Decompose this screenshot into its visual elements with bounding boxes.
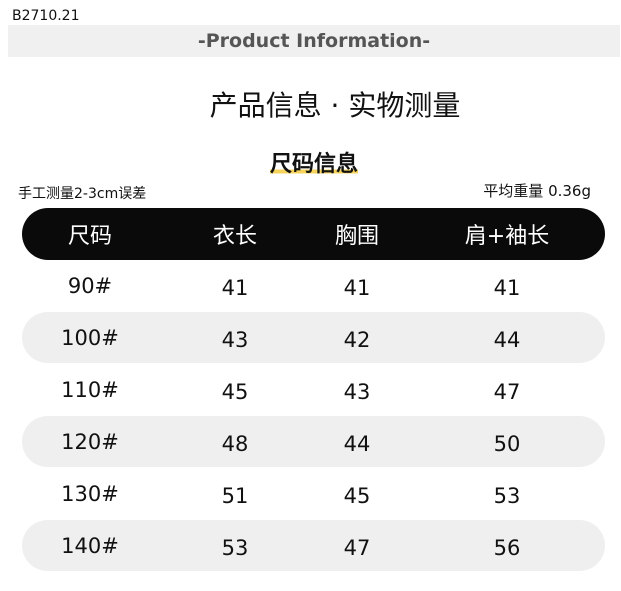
header-length: 衣长 <box>212 224 257 249</box>
cell-size: 90# <box>67 273 113 298</box>
cell-size: 130# <box>61 481 119 506</box>
cell-size: 140# <box>61 533 119 558</box>
header-chest: 胸围 <box>334 224 379 249</box>
cell-length: 45 <box>221 379 249 404</box>
average-weight-note: 平均重量 0.36g <box>483 182 591 200</box>
cell-length: 53 <box>221 535 249 560</box>
table-row: 90# 41 41 41 <box>22 260 605 311</box>
cell-shoulder-sleeve: 56 <box>493 535 521 560</box>
subtitle: 尺码信息 <box>0 146 621 178</box>
page-title: 产品信息 · 实物测量 <box>209 89 461 122</box>
cell-chest: 43 <box>343 379 371 404</box>
cell-shoulder-sleeve: 47 <box>493 379 521 404</box>
cell-length: 48 <box>221 431 249 456</box>
table-row: 130# 51 45 53 <box>22 468 605 519</box>
subtitle-text: 尺码信息 <box>269 152 358 177</box>
cell-size: 100# <box>61 325 119 350</box>
header-shoulder-sleeve: 肩+袖长 <box>464 224 550 249</box>
table-row: 100# 43 42 44 <box>22 312 605 363</box>
table-header: 尺码 衣长 胸围 肩+袖长 <box>22 208 605 260</box>
measurement-error-note: 手工测量2-3cm误差 <box>18 186 147 202</box>
cell-chest: 47 <box>343 535 371 560</box>
cell-shoulder-sleeve: 50 <box>493 431 521 456</box>
cell-shoulder-sleeve: 44 <box>493 327 521 352</box>
cell-size: 110# <box>61 377 119 402</box>
cell-chest: 41 <box>343 275 371 300</box>
cell-chest: 45 <box>343 483 371 508</box>
cell-length: 51 <box>221 483 249 508</box>
cell-shoulder-sleeve: 41 <box>493 275 521 300</box>
product-information-banner: -Product Information- <box>8 25 620 57</box>
cell-length: 41 <box>221 275 249 300</box>
cell-chest: 44 <box>343 431 371 456</box>
table-row: 110# 45 43 47 <box>22 364 605 415</box>
cell-length: 43 <box>221 327 249 352</box>
cell-size: 120# <box>61 429 119 454</box>
cell-chest: 42 <box>343 327 371 352</box>
table-row: 140# 53 47 56 <box>22 520 605 571</box>
header-size: 尺码 <box>67 224 112 249</box>
product-code: B2710.21 <box>12 8 80 24</box>
table-row: 120# 48 44 50 <box>22 416 605 467</box>
cell-shoulder-sleeve: 53 <box>493 483 521 508</box>
